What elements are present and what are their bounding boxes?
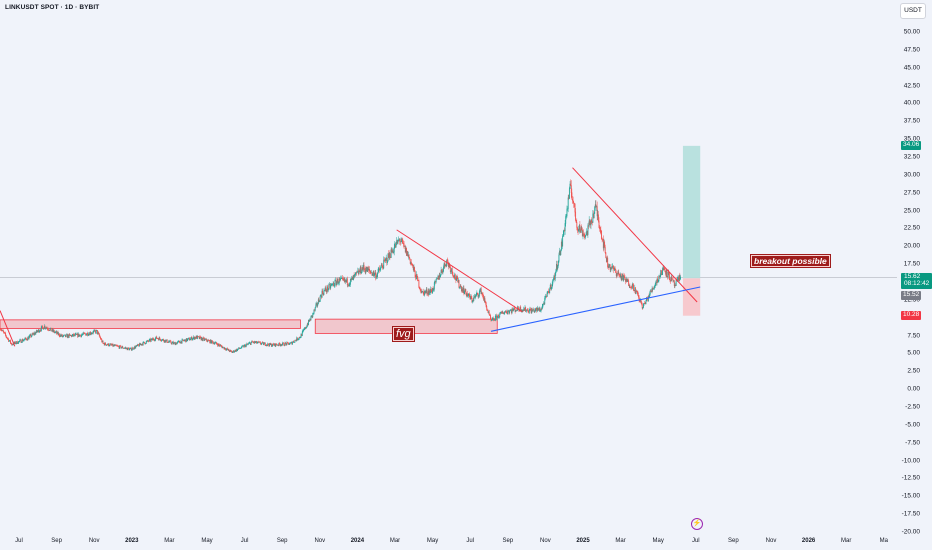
time-axis-label: 2025 [576,538,590,544]
price-axis-label: 45.00 [903,64,920,72]
time-axis-label: 2023 [125,538,139,544]
resistance-trendline [0,310,16,347]
price-axis-label: 7.50 [907,332,920,340]
price-axis-label: 27.50 [903,189,920,197]
price-axis-label: -10.00 [901,457,920,465]
price-axis-label: 25.00 [903,207,920,215]
time-axis-label: Mar [389,538,401,544]
fvg-annotation[interactable]: fvg [392,326,415,342]
price-axis-label: -2.50 [905,403,920,411]
price-axis-label: 20.00 [903,242,920,250]
resistance-trendline [396,229,523,313]
currency-button[interactable]: USDT [900,3,926,19]
time-axis-label: Nov [88,538,100,544]
stop-price-badge: 10.28 [901,311,922,320]
last-price: 15.62 [904,273,921,280]
time-axis-label: May [201,538,213,544]
price-axis-label: 2.50 [907,367,920,375]
lightning-icon[interactable]: ⚡ [691,518,703,530]
price-axis-label: 22.50 [903,224,920,232]
price-axis-label: 42.50 [903,82,920,90]
support-trendline [490,286,701,332]
time-axis-label: Nov [314,538,326,544]
profit-zone [682,145,701,279]
time-axis-label: May [652,538,664,544]
price-axis-label: 50.00 [903,28,920,36]
time-axis-label: Sep [276,538,288,544]
price-axis-label: 12.50 [903,296,920,304]
time-axis-label: 2024 [350,538,365,544]
time-axis-label: Sep [728,538,739,544]
price-axis-label: 37.50 [903,117,920,125]
price-axis-label: -15.00 [901,492,920,500]
price-axis-label: -17.50 [901,510,920,518]
price-axis-label: 32.50 [903,153,920,161]
time-axis-label: Jul [15,538,23,544]
price-axis-label: 17.50 [903,260,920,268]
time-axis-label: 2026 [801,538,816,544]
fvg-zone [0,319,301,329]
target-price-badge: 34.06 [901,141,922,150]
time-axis-label: Sep [502,538,514,544]
symbol-title: LINKUSDT SPOT · 1D · BYBIT [5,4,100,11]
entry-price-badge: 15.52 [901,291,922,300]
time-axis-label: Ma [879,538,888,544]
time-axis-label: Mar [841,538,852,544]
time-axis-label: Mar [615,538,626,544]
loss-zone [682,278,701,316]
last-price-badge: 15.62 08:12:42 [901,273,932,289]
time-axis-label: Jul [691,538,700,544]
breakout-annotation[interactable]: breakout possible [750,254,831,268]
price-axis-label: 40.00 [903,99,920,107]
resistance-trendline [572,167,698,303]
time-axis-label: Mar [164,538,175,544]
time-axis-label: Nov [765,538,777,544]
time-axis-label: Sep [51,538,62,544]
price-axis-label: 0.00 [907,385,920,393]
price-axis-label: -20.00 [901,528,920,536]
price-axis-label: -12.50 [901,474,920,482]
time-axis-label: May [426,538,439,544]
price-axis-label: 5.00 [907,349,920,357]
price-axis-label: 47.50 [903,46,920,54]
time-axis-label: Jul [466,538,475,544]
time-axis-label: Jul [240,538,249,544]
price-axis-label: 30.00 [903,171,920,179]
time-axis-label: Nov [540,538,551,544]
price-axis-label: 35.00 [903,135,920,143]
price-axis-label: -7.50 [905,439,920,447]
bar-countdown: 08:12:42 [904,279,930,287]
price-axis-label: -5.00 [905,421,920,429]
